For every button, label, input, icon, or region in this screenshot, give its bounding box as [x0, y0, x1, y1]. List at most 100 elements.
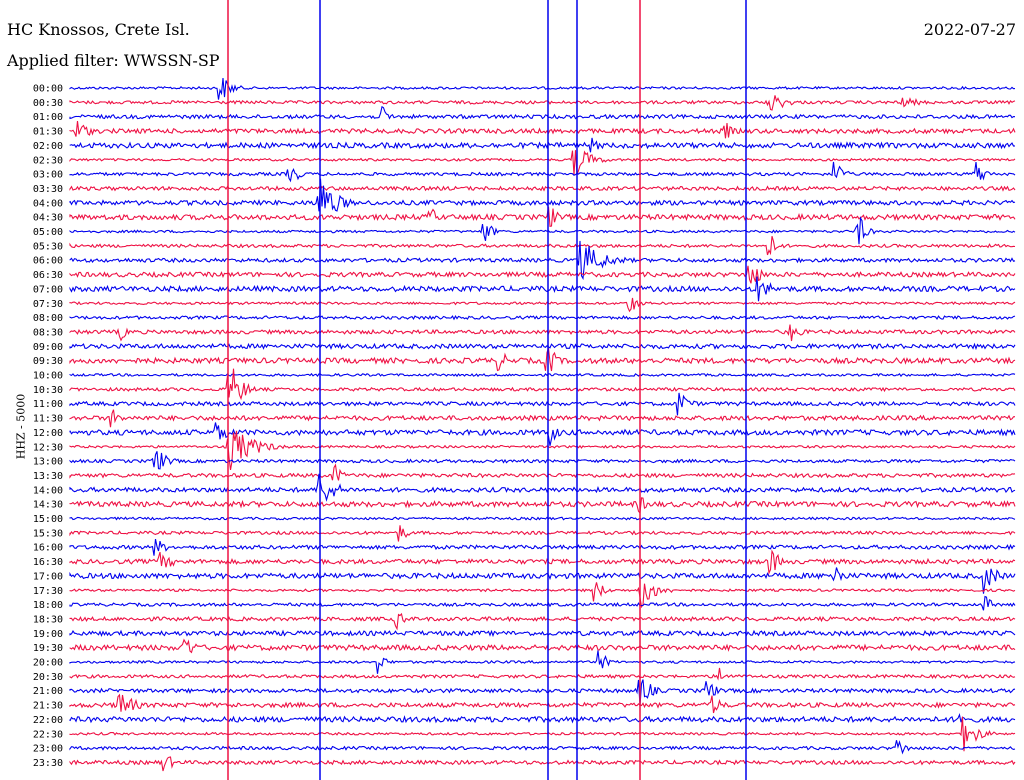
date-label: 2022-07-27: [923, 20, 1016, 39]
trace-line: [69, 77, 1016, 100]
trace-line: [69, 538, 1016, 556]
row-label: 12:00: [33, 428, 63, 439]
row-label: 14:00: [33, 485, 63, 496]
row-label: 06:00: [33, 256, 63, 267]
row-label: 07:00: [33, 284, 63, 295]
trace-line: [69, 716, 1016, 752]
row-label: 00:30: [33, 98, 63, 109]
trace-line: [69, 422, 1016, 446]
trace-line: [69, 595, 1016, 611]
trace-line: [69, 638, 1016, 654]
station-title: HC Knossos, Crete Isl.: [7, 20, 190, 39]
row-label: 05:30: [33, 241, 63, 252]
trace-line: [69, 756, 1016, 772]
row-label: 03:30: [33, 184, 63, 195]
trace-line: [69, 240, 1016, 281]
row-label: 04:00: [33, 198, 63, 209]
row-label: 10:00: [33, 371, 63, 382]
trace-line: [69, 430, 1016, 470]
row-label: 02:00: [33, 141, 63, 152]
row-label: 19:30: [33, 643, 63, 654]
trace-line: [69, 216, 1016, 245]
trace-line: [69, 137, 1016, 153]
filter-label: Applied filter: WWSSN-SP: [7, 51, 220, 70]
row-label: 21:00: [33, 686, 63, 697]
trace-line: [69, 451, 1016, 470]
trace-line: [69, 409, 1016, 428]
trace-line: [69, 629, 1016, 638]
trace-line: [69, 392, 1016, 416]
trace-line: [69, 516, 1016, 521]
trace-line: [69, 549, 1016, 576]
row-label: 15:30: [33, 528, 63, 539]
trace-line: [69, 368, 1016, 401]
row-label: 18:00: [33, 600, 63, 611]
row-label: 12:30: [33, 442, 63, 453]
trace-line: [69, 161, 1016, 183]
trace-line: [69, 473, 1016, 502]
trace-line: [69, 342, 1016, 351]
trace-line: [69, 324, 1016, 342]
row-label: 02:30: [33, 155, 63, 166]
row-label: 22:00: [33, 715, 63, 726]
trace-line: [69, 463, 1016, 481]
trace-line: [69, 95, 1016, 111]
row-label: 19:00: [33, 629, 63, 640]
trace-line: [69, 297, 1016, 313]
row-label: 07:30: [33, 299, 63, 310]
row-label: 11:00: [33, 399, 63, 410]
trace-line: [69, 740, 1016, 755]
trace-line: [69, 276, 1016, 302]
trace-line: [69, 150, 1016, 176]
trace-line: [69, 348, 1016, 372]
row-label: 17:00: [33, 571, 63, 582]
row-label: 05:00: [33, 227, 63, 238]
row-label: 23:00: [33, 744, 63, 755]
trace-line: [69, 105, 1016, 120]
row-label: 09:30: [33, 356, 63, 367]
trace-line: [69, 120, 1016, 139]
row-label: 00:00: [33, 84, 63, 95]
row-label: 18:30: [33, 614, 63, 625]
row-label: 03:00: [33, 170, 63, 181]
trace-line: [69, 525, 1016, 542]
trace-line: [69, 265, 1016, 284]
trace-line: [69, 712, 1016, 724]
trace-line: [69, 497, 1016, 515]
row-label: 17:30: [33, 586, 63, 597]
trace-line: [69, 185, 1016, 192]
trace-line: [69, 206, 1016, 228]
trace-line: [69, 582, 1016, 609]
row-label: 01:00: [33, 112, 63, 123]
trace-line: [69, 612, 1016, 631]
row-label: 01:30: [33, 127, 63, 138]
row-label: 16:00: [33, 543, 63, 554]
trace-line: [69, 667, 1016, 681]
row-label: 13:30: [33, 471, 63, 482]
row-label: 11:30: [33, 414, 63, 425]
row-label: 20:30: [33, 672, 63, 683]
row-label: 08:00: [33, 313, 63, 324]
trace-line: [69, 650, 1016, 674]
trace-line: [69, 372, 1016, 378]
row-label: 08:30: [33, 327, 63, 338]
row-label: 13:00: [33, 457, 63, 468]
row-label: 10:30: [33, 385, 63, 396]
row-label: 16:30: [33, 557, 63, 568]
row-label: 06:30: [33, 270, 63, 281]
trace-line: [69, 567, 1016, 594]
row-label: 23:30: [33, 758, 63, 769]
row-label: 09:00: [33, 342, 63, 353]
trace-line: [69, 236, 1016, 256]
trace-line: [69, 178, 1016, 212]
trace-line: [69, 693, 1016, 714]
row-label: 21:30: [33, 701, 63, 712]
row-label: 20:00: [33, 658, 63, 669]
trace-line: [69, 679, 1016, 707]
row-label: 14:30: [33, 500, 63, 511]
trace-line: [69, 314, 1016, 321]
row-label: 04:30: [33, 213, 63, 224]
row-label: 15:00: [33, 514, 63, 525]
row-label: 22:30: [33, 729, 63, 740]
